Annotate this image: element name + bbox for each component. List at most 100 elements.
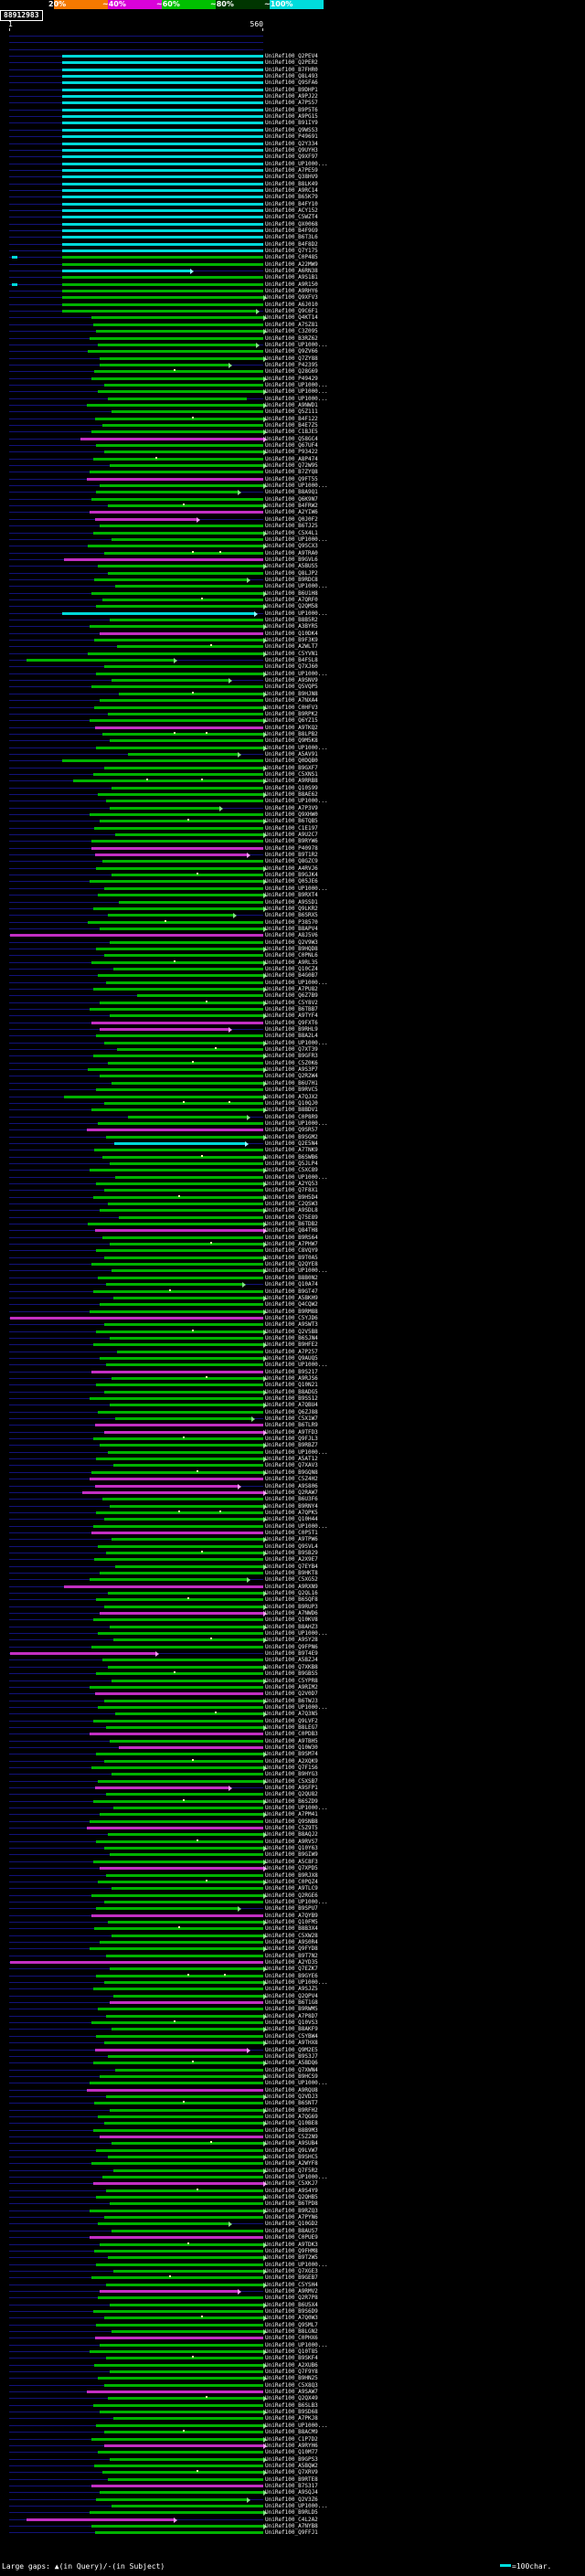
hit-label[interactable]: UniRef100_A7P3V9	[265, 804, 318, 811]
hit-bar[interactable]	[98, 1544, 263, 1548]
hit-label[interactable]: UniRef100_A9RC14	[265, 186, 318, 194]
hit-label[interactable]: UniRef100_UP1000...	[265, 744, 328, 751]
hit-label[interactable]: UniRef100_P42395	[265, 361, 318, 368]
hit-label[interactable]: UniRef100_Q10CZ4	[265, 965, 318, 972]
hit-label[interactable]: UniRef100_Q84TH8	[265, 1227, 318, 1235]
hit-bar[interactable]	[105, 2283, 263, 2286]
hit-bar[interactable]	[103, 2431, 263, 2434]
hit-bar[interactable]	[61, 188, 263, 192]
hit-label[interactable]: UniRef100_Q10H44	[265, 1516, 318, 1523]
hit-bar[interactable]	[92, 457, 263, 461]
hit-label[interactable]: UniRef100_A8J5V6	[265, 932, 318, 939]
hit-bar[interactable]	[105, 2357, 263, 2360]
hit-label[interactable]: UniRef100_Q7XAV3	[265, 1462, 318, 1469]
hit-label[interactable]: UniRef100_B4FRW2	[265, 503, 318, 510]
hit-bar[interactable]	[111, 2504, 263, 2507]
hit-label[interactable]: UniRef100_C3Z095	[265, 328, 318, 335]
hit-label[interactable]: UniRef100_C5XW28	[265, 1932, 318, 1939]
hit-bar[interactable]	[114, 1417, 252, 1421]
hit-label[interactable]: UniRef100_UP1000...	[265, 583, 328, 590]
hit-bar[interactable]	[95, 1692, 263, 1696]
hit-bar[interactable]	[95, 853, 248, 857]
hit-bar[interactable]	[94, 639, 263, 642]
hit-bar[interactable]	[90, 846, 263, 850]
hit-bar[interactable]	[96, 947, 263, 950]
hit-bar[interactable]	[87, 350, 263, 354]
hit-label[interactable]: UniRef100_B6U3F6	[265, 1496, 318, 1503]
hit-bar[interactable]	[107, 2054, 263, 2058]
hit-label[interactable]: UniRef100_Q7XGE3	[265, 2267, 318, 2274]
hit-bar[interactable]	[89, 1733, 263, 1736]
hit-label[interactable]: UniRef100_B9RJX8	[265, 1871, 318, 1879]
hit-bar[interactable]	[95, 2048, 248, 2051]
hit-bar[interactable]	[109, 1967, 263, 1971]
hit-bar[interactable]	[86, 2390, 263, 2394]
hit-label[interactable]: UniRef100_C5X4L1	[265, 529, 318, 536]
hit-bar[interactable]	[103, 1518, 263, 1521]
hit-bar[interactable]	[109, 1853, 263, 1857]
hit-label[interactable]: UniRef100_A5AT12	[265, 1456, 318, 1463]
hit-label[interactable]: UniRef100_UP1000...	[265, 610, 328, 617]
hit-label[interactable]: UniRef100_B9RNY4	[265, 1502, 318, 1510]
hit-label[interactable]: UniRef100_A5BQW2	[265, 2462, 318, 2469]
hit-label[interactable]: UniRef100_UP1000...	[265, 798, 328, 805]
hit-label[interactable]: UniRef100_Q7Y175	[265, 248, 318, 255]
hit-label[interactable]: UniRef100_Q9SML7	[265, 2321, 318, 2328]
hit-label[interactable]: UniRef100_B9SB29	[265, 1549, 318, 1556]
hit-label[interactable]: UniRef100_B9RFH2	[265, 2106, 318, 2114]
hit-label[interactable]: UniRef100_Q9FXT6	[265, 1019, 318, 1026]
hit-bar[interactable]	[98, 2296, 263, 2300]
hit-label[interactable]: UniRef100_Q6Z7B9	[265, 992, 318, 1000]
hit-bar[interactable]	[10, 934, 263, 938]
hit-label[interactable]: UniRef100_B9GEB7	[265, 2274, 318, 2282]
hit-label[interactable]: UniRef100_B6T3L6	[265, 234, 318, 241]
hit-label[interactable]: UniRef100_B6SWB6	[265, 1153, 318, 1161]
hit-label[interactable]: UniRef100_Q7EZK7	[265, 1966, 318, 1973]
hit-bar[interactable]	[94, 826, 263, 830]
hit-bar[interactable]	[98, 1779, 263, 1783]
hit-bar[interactable]	[61, 196, 263, 199]
hit-label[interactable]: UniRef100_B9S3J7	[265, 2052, 318, 2060]
hit-bar[interactable]	[111, 2142, 263, 2146]
hit-label[interactable]: UniRef100_A9SUB4	[265, 2140, 318, 2147]
hit-label[interactable]: UniRef100_C0PUE9	[265, 2234, 318, 2242]
hit-bar[interactable]	[94, 2363, 263, 2367]
hit-bar[interactable]	[103, 665, 263, 669]
hit-label[interactable]: UniRef100_Q72W95	[265, 462, 318, 470]
hit-label[interactable]: UniRef100_C8VQY9	[265, 1247, 318, 1255]
hit-bar[interactable]	[96, 1907, 239, 1911]
hit-label[interactable]: UniRef100_B4F122	[265, 415, 318, 422]
hit-label[interactable]: UniRef100_A9SNV9	[265, 677, 318, 684]
hit-label[interactable]: UniRef100_Q7ZY88	[265, 355, 318, 362]
hit-bar[interactable]	[90, 2021, 263, 2025]
hit-label[interactable]: UniRef100_A9PG15	[265, 113, 318, 121]
hit-bar[interactable]	[63, 1095, 263, 1098]
hit-label[interactable]: UniRef100_B9T1R2	[265, 852, 318, 859]
hit-bar[interactable]	[61, 302, 263, 306]
hit-bar[interactable]	[107, 2256, 263, 2260]
hit-bar[interactable]	[118, 692, 263, 695]
hit-label[interactable]: UniRef100_A9SAW7	[265, 2389, 318, 2396]
hit-label[interactable]: UniRef100_B9F3K9	[265, 637, 318, 644]
hit-label[interactable]: UniRef100_B8AKF9	[265, 2026, 318, 2033]
hit-bar[interactable]	[87, 652, 263, 655]
hit-label[interactable]: UniRef100_Q9SNB8	[265, 1818, 318, 1825]
hit-label[interactable]: UniRef100_B6TDB2	[265, 1221, 318, 1228]
hit-label[interactable]: UniRef100_Q10Y63	[265, 1845, 318, 1852]
hit-label[interactable]: UniRef100_C5YVN1	[265, 650, 318, 657]
hit-label[interactable]: UniRef100_B9RWM5	[265, 2006, 318, 2013]
hit-label[interactable]: UniRef100_Q9M2E5	[265, 2046, 318, 2053]
hit-bar[interactable]	[95, 1786, 229, 1790]
hit-bar[interactable]	[89, 2350, 263, 2354]
hit-bar[interactable]	[103, 2216, 263, 2220]
hit-bar[interactable]	[107, 1061, 263, 1065]
hit-label[interactable]: UniRef100_B6SZD9	[265, 1797, 318, 1805]
hit-label[interactable]: UniRef100_A9RMV2	[265, 2287, 318, 2295]
hit-bar[interactable]	[61, 290, 263, 293]
hit-bar[interactable]	[103, 1699, 263, 1702]
hit-bar[interactable]	[111, 1679, 263, 1682]
hit-bar[interactable]	[92, 1289, 263, 1293]
hit-bar[interactable]	[105, 1283, 243, 1287]
hit-label[interactable]: UniRef100_A9S0R4	[265, 1938, 318, 1945]
hit-bar[interactable]	[61, 101, 263, 105]
